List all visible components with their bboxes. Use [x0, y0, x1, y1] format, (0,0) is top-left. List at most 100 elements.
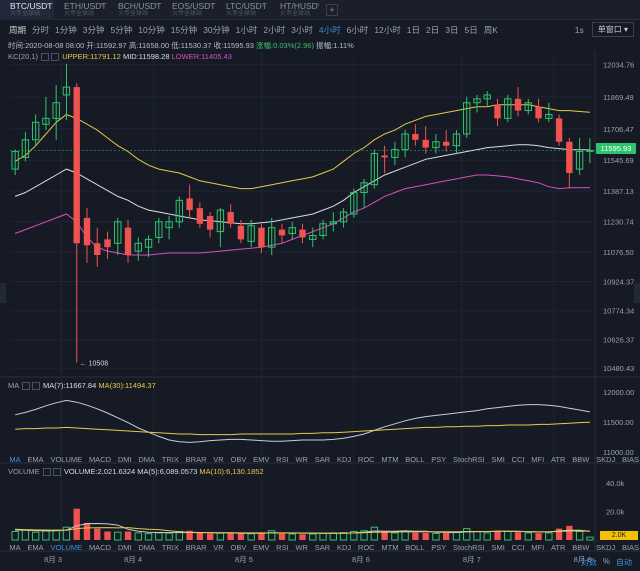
indicator-tab[interactable]: VR [213, 455, 224, 464]
interval-option[interactable]: 10分钟 [138, 25, 165, 35]
indicator-tab[interactable]: MA [9, 543, 21, 552]
indicator-tab[interactable]: VOLUME [50, 455, 83, 464]
refresh-rate[interactable]: 1s [574, 24, 584, 35]
indicator-tab[interactable]: ATR [550, 455, 566, 464]
interval-option[interactable]: 1分钟 [55, 25, 77, 35]
indicator-tab[interactable]: ROC [357, 543, 375, 552]
interval-option[interactable]: 3日 [445, 25, 459, 35]
indicator-tab[interactable]: MTM [381, 543, 399, 552]
interval-option[interactable]: 1日 [406, 25, 421, 35]
interval-option[interactable]: 3小时 [291, 25, 313, 35]
indicator-tab[interactable]: PSY [431, 455, 447, 464]
indicator-tab[interactable]: SAR [314, 543, 331, 552]
interval-option[interactable]: 12小时 [374, 25, 401, 35]
indicator-tab[interactable]: TRIX [161, 455, 179, 464]
indicator-tab[interactable]: BIAS [622, 543, 640, 552]
indicator-tab[interactable]: BBW [572, 455, 590, 464]
indicator-tab[interactable]: DMA [138, 543, 156, 552]
window-mode-select[interactable]: 单窗口 ▾ [591, 22, 634, 37]
indicator-tab[interactable]: StochRSI [452, 455, 485, 464]
kc-settings-icon[interactable] [41, 53, 50, 62]
percent-scale-button[interactable]: % [602, 557, 610, 566]
indicator-tab[interactable]: WR [295, 455, 308, 464]
ma-settings-icon[interactable] [21, 382, 30, 391]
interval-option[interactable]: 2小时 [263, 25, 286, 35]
kc-close-icon[interactable] [51, 53, 60, 62]
indicator-tab[interactable]: OBV [230, 543, 247, 552]
indicator-tab[interactable]: BBW [572, 543, 590, 552]
interval-option[interactable]: 30分钟 [203, 25, 230, 35]
symbol-tab[interactable]: LTC/USDT 火币全球站 × [216, 0, 270, 20]
interval-option[interactable]: 15分钟 [170, 25, 198, 35]
add-tab-button[interactable]: + [326, 4, 338, 16]
volume-close-icon[interactable] [52, 468, 61, 477]
close-icon[interactable]: × [99, 2, 104, 9]
indicator-tab[interactable]: SMI [491, 543, 505, 552]
indicator-tab[interactable]: EMV [253, 543, 270, 552]
indicator-tab[interactable]: VR [213, 543, 224, 552]
indicator-tab[interactable]: BOLL [405, 455, 425, 464]
symbol-tab[interactable]: EOS/USDT 火币全球站 × [162, 0, 216, 20]
close-icon[interactable]: × [153, 2, 158, 9]
indicator-tab[interactable]: SMI [491, 455, 505, 464]
symbol-tab[interactable]: HT/HUSD 火币全球站 × [270, 0, 324, 20]
volume-settings-icon[interactable] [42, 468, 51, 477]
indicator-tab[interactable]: DMA [138, 455, 156, 464]
period-label[interactable]: 周期 [9, 25, 27, 35]
close-icon[interactable]: × [315, 2, 320, 9]
left-collapse-handle[interactable] [0, 283, 6, 303]
indicator-tab[interactable]: DMI [117, 455, 132, 464]
close-icon[interactable]: × [261, 2, 266, 9]
interval-option[interactable]: 1小时 [235, 25, 258, 35]
interval-option[interactable]: 周K [483, 25, 498, 35]
indicator-tab[interactable]: SAR [314, 455, 331, 464]
indicator-tab[interactable]: BRAR [185, 455, 207, 464]
indicator-tab[interactable]: DMI [117, 543, 132, 552]
close-icon[interactable]: × [45, 2, 50, 9]
indicator-tab[interactable]: BRAR [185, 543, 207, 552]
right-collapse-handle[interactable] [634, 283, 640, 303]
auto-scale-button[interactable]: 自动 [616, 558, 632, 567]
close-icon[interactable]: × [207, 2, 212, 9]
interval-option[interactable]: 分时 [32, 25, 50, 35]
indicator-tab[interactable]: SKDJ [596, 543, 616, 552]
indicator-tab[interactable]: CCI [511, 455, 525, 464]
indicator-tab[interactable]: BIAS [622, 455, 640, 464]
symbol-tab[interactable]: BCH/USDT 火币全球站 × [108, 0, 162, 20]
indicator-tab[interactable]: MA [9, 455, 21, 464]
symbol-tab[interactable]: ETH/USDT 火币全球站 × [54, 0, 108, 20]
interval-option[interactable]: 6小时 [346, 25, 369, 35]
indicator-tab[interactable]: KDJ [336, 543, 352, 552]
indicator-tab[interactable]: MACD [88, 543, 112, 552]
indicator-tab[interactable]: MFI [531, 543, 545, 552]
indicator-tab[interactable]: MTM [381, 455, 399, 464]
interval-option[interactable]: 4小时 [318, 25, 341, 35]
indicator-tab[interactable]: EMA [27, 543, 44, 552]
interval-option[interactable]: 5分钟 [110, 25, 133, 35]
indicator-tab[interactable]: StochRSI [452, 543, 485, 552]
indicator-tab[interactable]: BOLL [405, 543, 425, 552]
indicator-tab[interactable]: ATR [550, 543, 566, 552]
indicator-tab[interactable]: EMV [253, 455, 270, 464]
indicator-tab[interactable]: WR [295, 543, 308, 552]
symbol-tab[interactable]: BTC/USDT 火币全球站 × [0, 0, 54, 20]
indicator-tab[interactable]: MACD [88, 455, 112, 464]
interval-option[interactable]: 5日 [464, 25, 478, 35]
indicator-tab[interactable]: OBV [230, 455, 247, 464]
indicator-tab[interactable]: VOLUME [50, 543, 83, 552]
log-scale-button[interactable]: 对数 [580, 558, 597, 567]
indicator-tab[interactable]: KDJ [336, 455, 352, 464]
indicator-tab[interactable]: TRIX [161, 543, 179, 552]
indicator-tab[interactable]: PSY [431, 543, 447, 552]
indicator-tab[interactable]: CCI [511, 543, 525, 552]
indicator-tab[interactable]: ROC [357, 455, 375, 464]
interval-option[interactable]: 3分钟 [82, 25, 105, 35]
indicator-tab[interactable]: RSI [276, 543, 289, 552]
indicator-tab[interactable]: MFI [531, 455, 545, 464]
indicator-tab[interactable]: EMA [27, 455, 44, 464]
indicator-tab[interactable]: RSI [276, 455, 289, 464]
interval-option[interactable]: 2日 [426, 25, 440, 35]
ma-close-icon[interactable] [31, 382, 40, 391]
indicator-tab[interactable]: SKDJ [596, 455, 616, 464]
